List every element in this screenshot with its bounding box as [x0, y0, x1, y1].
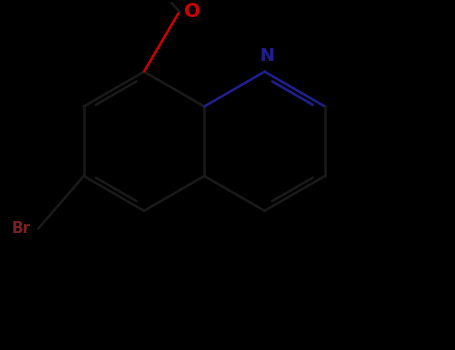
- Text: O: O: [184, 2, 201, 21]
- Text: Br: Br: [12, 221, 31, 236]
- Text: N: N: [259, 47, 274, 65]
